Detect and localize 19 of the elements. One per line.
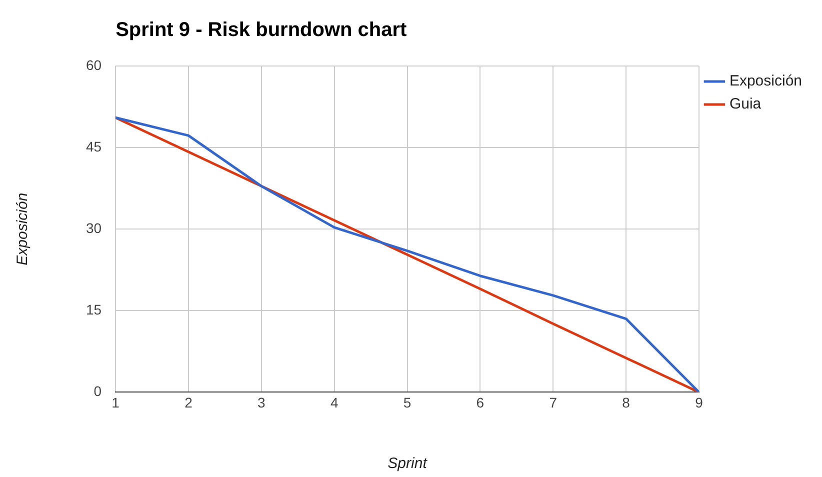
- x-tick-label: 8: [622, 394, 630, 410]
- x-axis-title: Sprint: [388, 455, 428, 472]
- y-tick-label: 15: [86, 302, 102, 318]
- x-tick-label: 7: [549, 394, 558, 410]
- y-tick-label: 30: [86, 220, 102, 236]
- y-axis-title: Exposición: [14, 192, 32, 266]
- chart-title: Sprint 9 - Risk burndown chart: [116, 19, 408, 41]
- y-tick-label: 45: [86, 138, 102, 154]
- legend-label: Exposición: [729, 72, 802, 90]
- x-tick-label: 6: [476, 394, 484, 410]
- legend-label: Guia: [729, 96, 762, 113]
- x-tick-label: 2: [184, 394, 193, 410]
- x-tick-label: 5: [403, 394, 412, 410]
- x-tick-label: 9: [695, 394, 704, 410]
- x-tick-label: 4: [330, 394, 338, 410]
- x-tick-label: 1: [112, 394, 120, 410]
- y-tick-label: 60: [86, 56, 102, 73]
- y-tick-label: 0: [94, 383, 102, 400]
- x-tick-label: 3: [258, 394, 266, 410]
